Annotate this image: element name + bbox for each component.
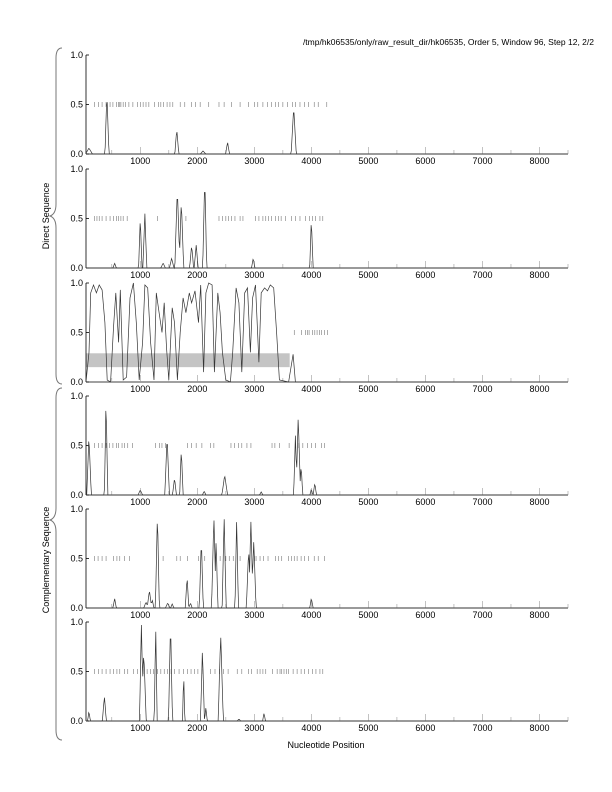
x-tick-label: 8000 bbox=[529, 156, 549, 166]
x-tick-label: 2000 bbox=[187, 270, 207, 280]
x-tick-label: 4000 bbox=[301, 497, 321, 507]
x-tick-label: 3000 bbox=[244, 156, 264, 166]
coding-potential-line bbox=[85, 282, 568, 383]
x-tick-label: 7000 bbox=[472, 156, 492, 166]
x-tick-label: 2000 bbox=[187, 384, 207, 394]
x-tick-label: 1000 bbox=[130, 384, 150, 394]
coding-potential-line bbox=[86, 410, 568, 496]
x-tick-label: 7000 bbox=[472, 270, 492, 280]
coding-potential-line bbox=[86, 624, 568, 722]
y-tick-label: 0.5 bbox=[70, 441, 83, 451]
x-tick-label: 4000 bbox=[301, 156, 321, 166]
x-tick-label: 3000 bbox=[244, 610, 264, 620]
complementary-group-label: Complementary Sequence bbox=[41, 507, 51, 614]
panel-direct-frame-2: 0.0 0.5 1.0 1000 2000 3000 4000 5000 6000 7000 800… bbox=[70, 164, 569, 280]
x-tick-label: 8000 bbox=[529, 384, 549, 394]
x-tick-label: 5000 bbox=[358, 270, 378, 280]
x-tick-label: 1000 bbox=[130, 723, 150, 733]
x-tick-label: 7000 bbox=[472, 497, 492, 507]
x-tick-label: 2000 bbox=[187, 723, 207, 733]
panel-direct-frame-1: 0.0 0.5 1.0 1000 2000 3000 4000 5000 6000 7000 800… bbox=[70, 50, 569, 166]
x-tick-label: 2000 bbox=[187, 610, 207, 620]
x-tick-label: 2000 bbox=[187, 497, 207, 507]
x-tick-label: 4000 bbox=[301, 384, 321, 394]
x-tick-label: 1000 bbox=[130, 270, 150, 280]
x-tick-label: 7000 bbox=[472, 384, 492, 394]
x-tick-label: 4000 bbox=[301, 270, 321, 280]
x-tick-label: 6000 bbox=[415, 156, 435, 166]
y-tick-label: 0.0 bbox=[70, 490, 83, 500]
x-tick-label: 6000 bbox=[415, 270, 435, 280]
x-tick-label: 5000 bbox=[358, 384, 378, 394]
x-tick-label: 8000 bbox=[529, 270, 549, 280]
complementary-group-brace bbox=[48, 387, 63, 741]
x-tick-label: 3000 bbox=[244, 384, 264, 394]
coding-potential-line bbox=[86, 192, 568, 270]
y-tick-label: 0.5 bbox=[70, 554, 83, 564]
x-tick-label: 4000 bbox=[301, 610, 321, 620]
x-tick-label: 6000 bbox=[415, 384, 435, 394]
y-tick-label: 0.5 bbox=[70, 667, 83, 677]
x-tick-label: 5000 bbox=[358, 156, 378, 166]
y-tick-label: 0.5 bbox=[70, 328, 83, 338]
x-tick-label: 3000 bbox=[244, 497, 264, 507]
y-tick-label: 0.5 bbox=[70, 100, 83, 110]
x-tick-label: 6000 bbox=[415, 497, 435, 507]
coding-potential-line bbox=[86, 519, 568, 609]
x-tick-label: 5000 bbox=[358, 723, 378, 733]
chart-title: /tmp/hk06535/only/raw_result_dir/hk06535… bbox=[303, 37, 594, 47]
x-tick-label: 1000 bbox=[130, 156, 150, 166]
panel-complementary-frame-3: 0.0 0.5 1.0 1000 2000 3000 4000 5000 6000 7000 800… bbox=[70, 617, 569, 733]
y-tick-label: 0.0 bbox=[70, 716, 83, 726]
highlight-band bbox=[86, 353, 290, 368]
y-tick-label: 1.0 bbox=[70, 617, 83, 627]
y-tick-label: 0.0 bbox=[70, 603, 83, 613]
x-tick-label: 3000 bbox=[244, 270, 264, 280]
panel-direct-frame-3: 0.0 0.5 1.0 1000 2000 3000 4000 5000 6000 7000 800… bbox=[70, 278, 569, 394]
panel-complementary-frame-1: 0.0 0.5 1.0 1000 2000 3000 4000 5000 6000 7000 800… bbox=[70, 391, 569, 507]
x-tick-label: 1000 bbox=[130, 497, 150, 507]
y-tick-label: 1.0 bbox=[70, 391, 83, 401]
y-tick-label: 1.0 bbox=[70, 504, 83, 514]
x-tick-label: 3000 bbox=[244, 723, 264, 733]
y-tick-label: 0.5 bbox=[70, 214, 83, 224]
y-tick-label: 0.0 bbox=[70, 263, 83, 273]
x-tick-label: 8000 bbox=[529, 723, 549, 733]
y-tick-label: 0.0 bbox=[70, 377, 83, 387]
x-tick-label: 5000 bbox=[358, 497, 378, 507]
y-tick-label: 1.0 bbox=[70, 164, 83, 174]
coding-potential-line bbox=[85, 102, 568, 155]
y-tick-label: 1.0 bbox=[70, 50, 83, 60]
y-tick-label: 0.0 bbox=[70, 149, 83, 159]
direct-group-label: Direct Sequence bbox=[41, 183, 51, 250]
x-tick-label: 2000 bbox=[187, 156, 207, 166]
x-axis-title: Nucleotide Position bbox=[287, 740, 364, 750]
x-tick-label: 5000 bbox=[358, 610, 378, 620]
x-tick-label: 7000 bbox=[472, 723, 492, 733]
x-tick-label: 4000 bbox=[301, 723, 321, 733]
direct-group-brace bbox=[48, 47, 63, 385]
y-tick-label: 1.0 bbox=[70, 278, 83, 288]
x-tick-label: 8000 bbox=[529, 497, 549, 507]
x-tick-label: 6000 bbox=[415, 723, 435, 733]
x-tick-label: 8000 bbox=[529, 610, 549, 620]
x-tick-label: 7000 bbox=[472, 610, 492, 620]
x-tick-label: 6000 bbox=[415, 610, 435, 620]
panel-complementary-frame-2: 0.0 0.5 1.0 1000 2000 3000 4000 5000 6000 7000 800… bbox=[70, 504, 569, 620]
x-tick-label: 1000 bbox=[130, 610, 150, 620]
